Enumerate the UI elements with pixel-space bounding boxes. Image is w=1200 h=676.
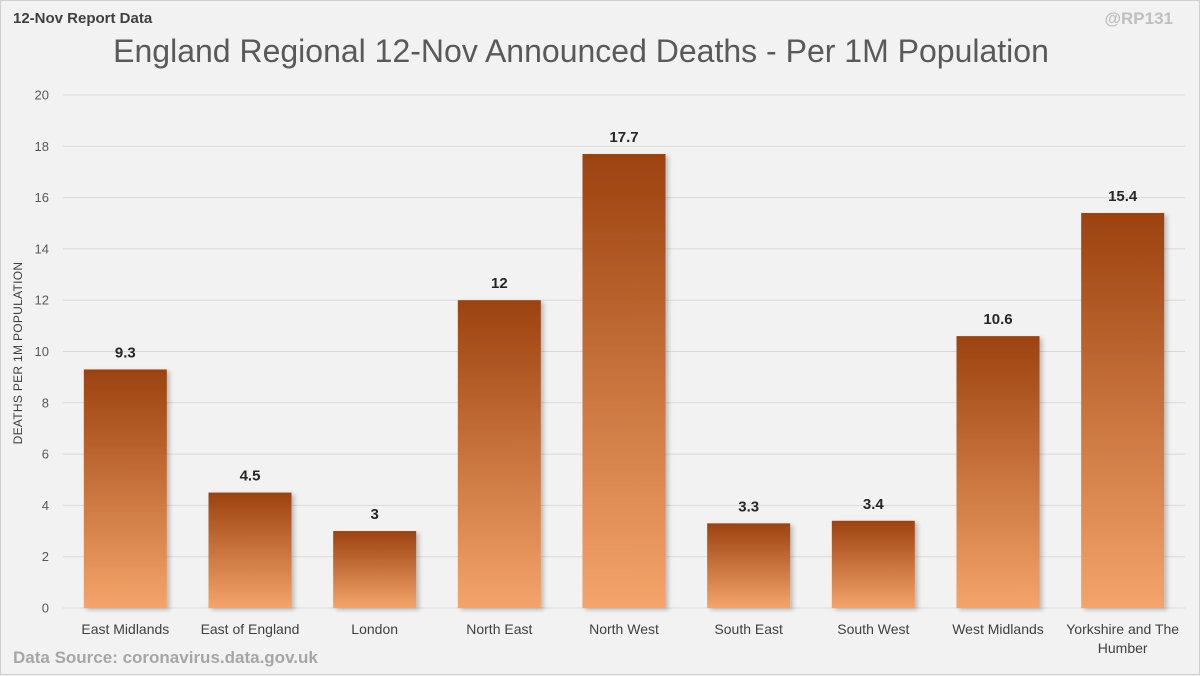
y-tick-label: 12 bbox=[35, 293, 49, 308]
bars: 9.3 4.5 3 12 17.7 3.3 3.4 10.6 15.4 bbox=[83, 129, 1165, 609]
y-tick-label: 6 bbox=[42, 447, 49, 462]
y-tick-label: 8 bbox=[42, 395, 49, 410]
y-tick-label: 10 bbox=[35, 344, 49, 359]
y-axis: 0 2 4 6 8 10 12 14 16 18 20 bbox=[35, 88, 49, 616]
data-label: 4.5 bbox=[240, 468, 261, 485]
x-tick-label: Humber bbox=[1098, 640, 1148, 656]
x-tick-label: East Midlands bbox=[81, 621, 169, 637]
bar bbox=[582, 153, 666, 608]
data-label: 3 bbox=[370, 506, 378, 523]
data-label: 12 bbox=[491, 275, 508, 292]
x-tick-label: London bbox=[351, 621, 398, 637]
x-tick-label: East of England bbox=[201, 621, 300, 637]
y-tick-label: 0 bbox=[42, 601, 49, 616]
report-label: 12-Nov Report Data bbox=[13, 10, 153, 27]
bar bbox=[83, 369, 167, 608]
y-tick-label: 20 bbox=[35, 88, 49, 103]
x-tick-label: North West bbox=[589, 621, 659, 637]
data-label: 15.4 bbox=[1108, 188, 1138, 205]
x-tick-label: West Midlands bbox=[952, 621, 1044, 637]
author-handle: @RP131 bbox=[1104, 9, 1173, 28]
x-tick-label: South West bbox=[837, 621, 909, 637]
y-tick-label: 16 bbox=[35, 190, 49, 205]
data-label: 10.6 bbox=[983, 311, 1012, 328]
y-tick-label: 18 bbox=[35, 139, 49, 154]
bar bbox=[1081, 212, 1165, 609]
x-tick-label: South East bbox=[714, 621, 783, 637]
data-label: 3.4 bbox=[863, 496, 885, 513]
bar bbox=[707, 523, 791, 608]
y-tick-label: 2 bbox=[42, 549, 49, 564]
x-axis: East Midlands East of England London North … bbox=[81, 621, 1179, 656]
y-tick-label: 14 bbox=[35, 241, 49, 256]
x-tick-label: Yorkshire and The bbox=[1066, 621, 1179, 637]
x-tick-label: North East bbox=[466, 621, 532, 637]
data-source: Data Source: coronavirus.data.gov.uk bbox=[13, 648, 318, 667]
data-label: 17.7 bbox=[609, 129, 638, 146]
bar bbox=[333, 531, 417, 608]
bar bbox=[956, 336, 1040, 608]
data-label: 9.3 bbox=[115, 344, 136, 361]
y-tick-label: 4 bbox=[42, 498, 49, 513]
bar bbox=[208, 492, 292, 608]
data-label: 3.3 bbox=[738, 498, 759, 515]
bar bbox=[831, 520, 915, 608]
chart-title: England Regional 12-Nov Announced Deaths… bbox=[113, 33, 1049, 69]
y-axis-label: DEATHS PER 1M POPULATION bbox=[11, 262, 25, 445]
bar bbox=[457, 300, 541, 608]
